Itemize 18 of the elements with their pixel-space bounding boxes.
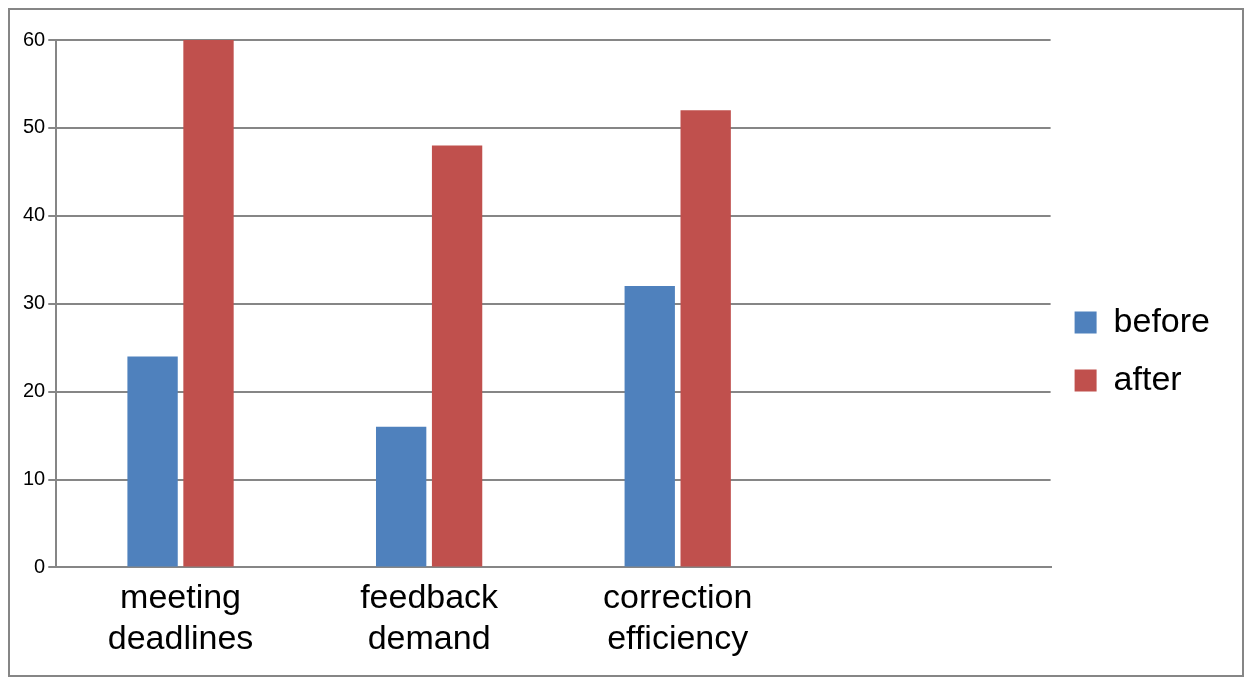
bar [431,145,483,567]
y-tick-label: 40 [23,203,46,226]
y-tick-label: 30 [23,291,46,314]
x-tick-label: meeting deadlines [107,577,254,656]
y-tick-label: 20 [23,379,46,402]
x-tick-label: correction efficiency [603,577,753,656]
bar [127,356,178,567]
y-tick-label: 50 [23,115,46,138]
bar [183,40,234,567]
y-tick-label: 10 [23,467,46,490]
y-tick-label: 60 [23,27,46,50]
y-tick-label: 0 [34,554,46,577]
bar [624,286,675,567]
bar [680,110,731,567]
bar [375,426,427,567]
legend-label: after [1113,358,1182,397]
legend-label: before [1113,300,1210,339]
x-tick-label: feedback demand [360,577,500,656]
